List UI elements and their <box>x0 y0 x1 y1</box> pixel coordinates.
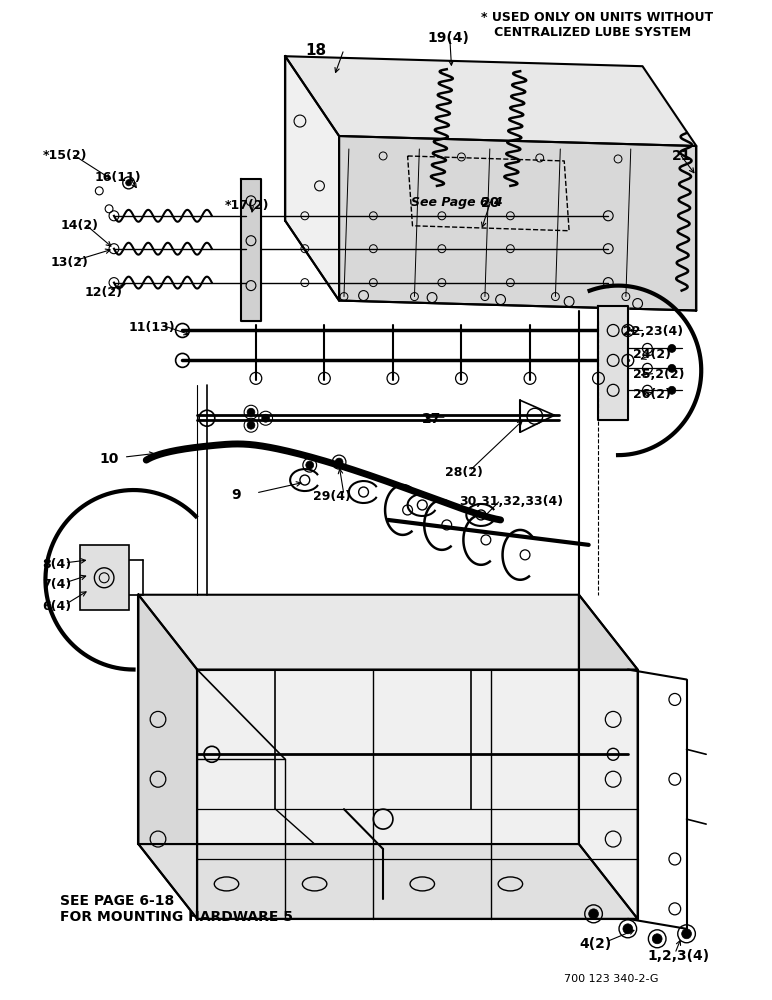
Text: 19(4): 19(4) <box>427 31 469 45</box>
Text: 28(2): 28(2) <box>445 466 482 479</box>
Bar <box>80 545 129 610</box>
Circle shape <box>623 924 633 934</box>
Circle shape <box>668 344 676 352</box>
Text: 4(2): 4(2) <box>579 937 611 951</box>
Circle shape <box>247 421 255 429</box>
Circle shape <box>652 934 662 944</box>
Text: 16(11): 16(11) <box>94 171 141 184</box>
Text: 12(2): 12(2) <box>85 286 123 299</box>
Polygon shape <box>339 136 696 311</box>
Text: *17(2): *17(2) <box>225 199 269 212</box>
Circle shape <box>262 414 269 422</box>
Text: 6(4): 6(4) <box>42 600 72 613</box>
Text: *15(2): *15(2) <box>42 149 87 162</box>
Text: 700 123 340-2-G: 700 123 340-2-G <box>564 974 659 984</box>
Text: 24(2): 24(2) <box>633 348 671 361</box>
Polygon shape <box>197 670 638 919</box>
Text: 14(2): 14(2) <box>60 219 98 232</box>
Polygon shape <box>241 179 261 320</box>
Text: See Page 6-4: See Page 6-4 <box>411 196 503 209</box>
Text: 27: 27 <box>422 412 442 426</box>
Circle shape <box>335 458 343 466</box>
Text: 13(2): 13(2) <box>50 256 88 269</box>
Text: 22,23(4): 22,23(4) <box>623 325 683 338</box>
Circle shape <box>126 180 131 186</box>
Polygon shape <box>138 595 197 919</box>
Circle shape <box>589 909 598 919</box>
Text: 20: 20 <box>481 196 500 210</box>
Polygon shape <box>598 306 628 420</box>
Polygon shape <box>285 56 696 146</box>
Text: 7(4): 7(4) <box>42 578 72 591</box>
Text: 9: 9 <box>232 488 241 502</box>
Text: 1,2,3(4): 1,2,3(4) <box>648 949 709 963</box>
Text: * USED ONLY ON UNITS WITHOUT
   CENTRALIZED LUBE SYSTEM: * USED ONLY ON UNITS WITHOUT CENTRALIZED… <box>481 11 713 39</box>
Text: SEE PAGE 6-18
FOR MOUNTING HARDWARE 5: SEE PAGE 6-18 FOR MOUNTING HARDWARE 5 <box>60 894 293 924</box>
Text: 11(13): 11(13) <box>129 320 175 334</box>
Text: 8(4): 8(4) <box>42 558 72 571</box>
Circle shape <box>247 408 255 416</box>
Circle shape <box>668 364 676 372</box>
Circle shape <box>306 461 313 469</box>
Polygon shape <box>579 595 638 919</box>
Text: 30,31,32,33(4): 30,31,32,33(4) <box>459 495 564 508</box>
Text: 29(4): 29(4) <box>313 490 350 503</box>
Polygon shape <box>285 56 339 301</box>
Circle shape <box>682 929 692 939</box>
Text: 18: 18 <box>305 43 326 58</box>
Polygon shape <box>138 844 638 919</box>
Circle shape <box>668 386 676 394</box>
Text: 10: 10 <box>100 452 119 466</box>
Text: 26(2): 26(2) <box>633 388 671 401</box>
Text: 25,2(2): 25,2(2) <box>633 368 684 381</box>
Polygon shape <box>138 595 638 670</box>
Text: 21: 21 <box>672 149 692 163</box>
